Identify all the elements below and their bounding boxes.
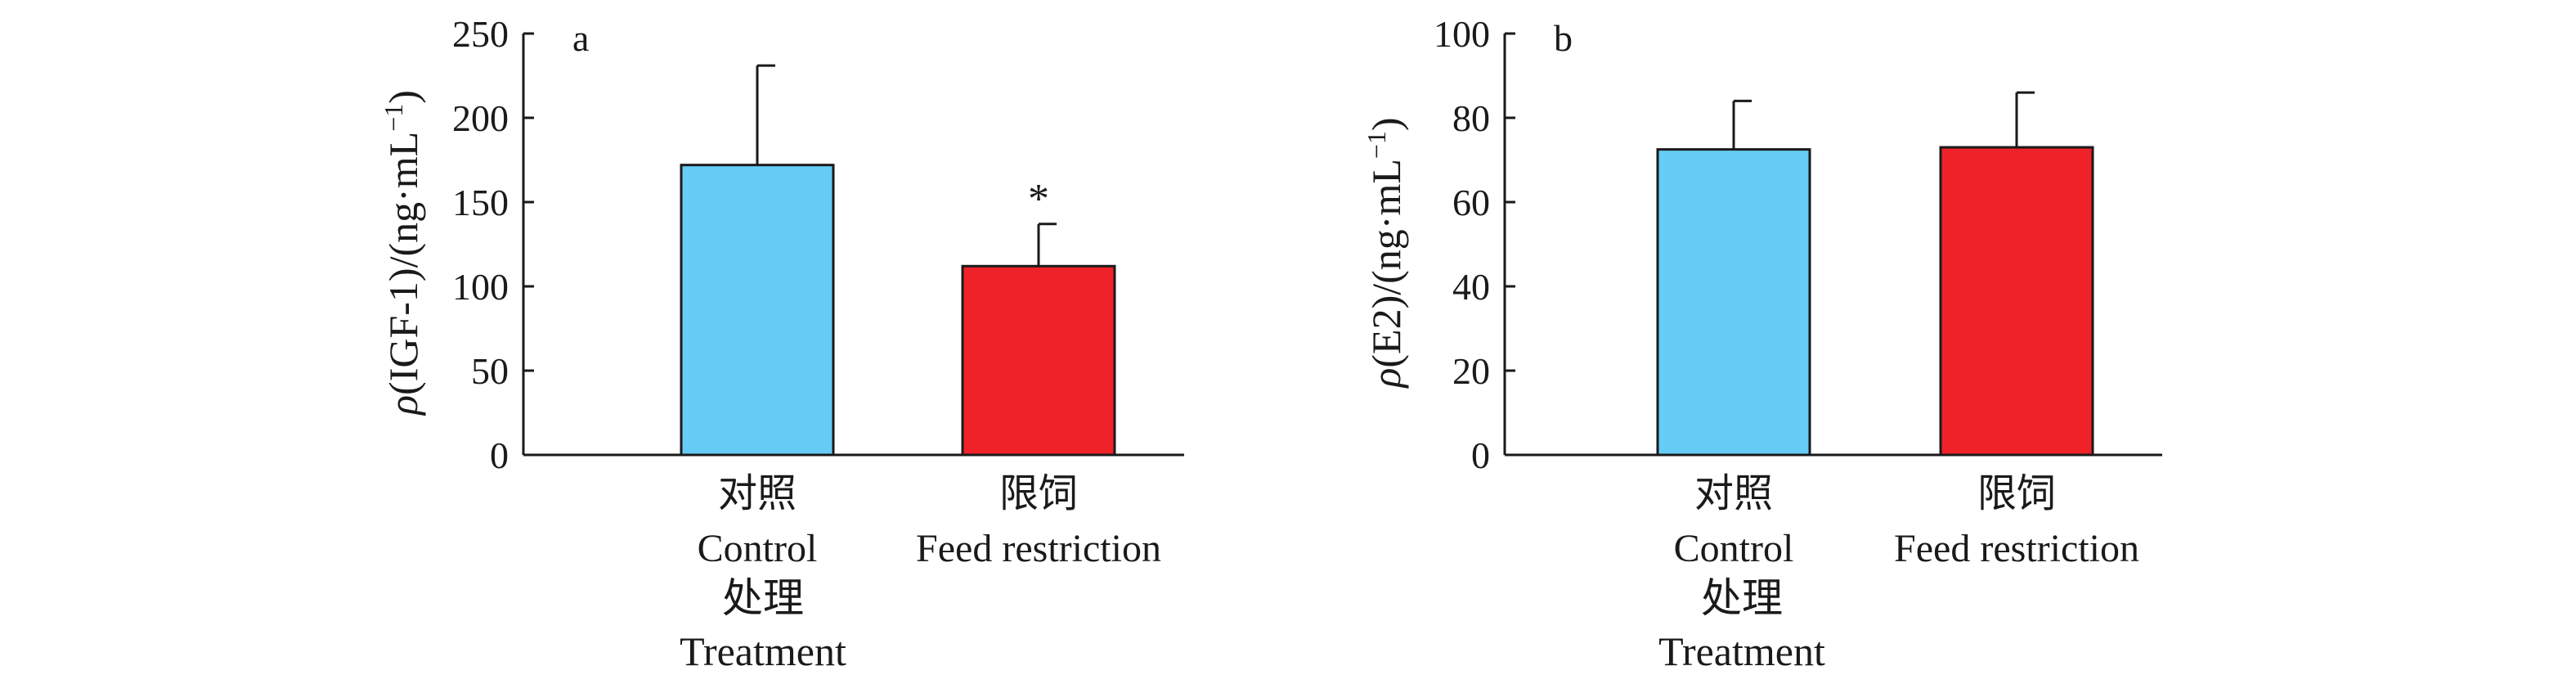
- x-category-label-en: Feed restriction: [916, 527, 1161, 570]
- x-axis-title-zh: 处理: [722, 575, 804, 621]
- bar: [1941, 147, 2093, 455]
- x-category-label-en: Control: [698, 527, 818, 570]
- bar: [1658, 150, 1810, 455]
- x-category-label-en: Feed restriction: [1894, 527, 2139, 570]
- panel-b: 0 20 40 60 80 100 对照 Control 限饲 Feed restriction b…: [1362, 13, 2162, 674]
- y-tick-label: 100: [452, 266, 509, 308]
- y-tick-label: 20: [1452, 350, 1490, 392]
- panel-label: b: [1554, 17, 1573, 59]
- bar: [681, 165, 833, 455]
- y-tick-label: 40: [1452, 266, 1490, 308]
- y-tick-label: 250: [452, 13, 509, 55]
- x-axis-title-zh: 处理: [1701, 575, 1783, 621]
- y-axis-title: ρ(IGF-1)/(ng·mL−1): [379, 90, 426, 416]
- x-axis-title-en: Treatment: [1658, 628, 1825, 674]
- y-tick-label: 100: [1434, 13, 1490, 55]
- x-axis-title-en: Treatment: [680, 628, 846, 674]
- x-category-label-zh: 对照: [1694, 472, 1773, 515]
- panel-label: a: [572, 17, 589, 59]
- y-tick-label: 80: [1452, 97, 1490, 139]
- x-category-label-zh: 限饲: [999, 472, 1078, 515]
- y-tick-label: 0: [490, 434, 509, 476]
- y-tick-label: 50: [471, 350, 509, 392]
- y-tick-label: 60: [1452, 182, 1490, 223]
- panel-a: 0 50 100 150 200 250 对照 Control * 限饲 Feed restrict…: [379, 13, 1184, 674]
- x-category-label-en: Control: [1674, 527, 1794, 570]
- bar: [963, 266, 1115, 455]
- y-tick-label: 150: [452, 182, 509, 223]
- x-category-label-zh: 对照: [718, 472, 797, 515]
- y-tick-label: 200: [452, 97, 509, 139]
- y-axis-title: ρ(E2)/(ng·mL−1): [1362, 117, 1409, 389]
- significance-marker: *: [1028, 176, 1049, 223]
- y-tick-label: 0: [1471, 434, 1490, 476]
- x-category-label-zh: 限饲: [1977, 472, 2056, 515]
